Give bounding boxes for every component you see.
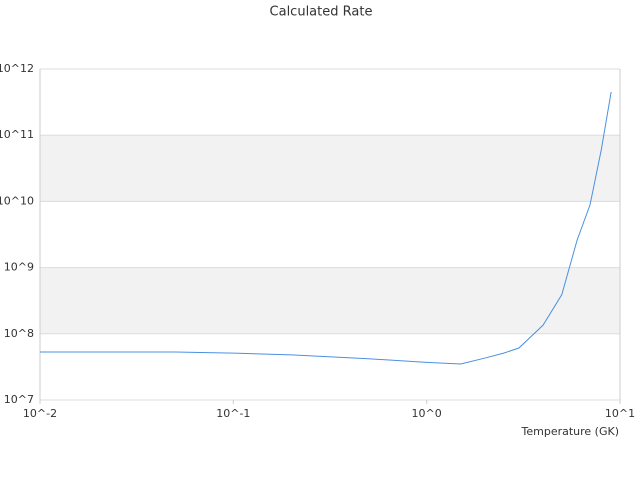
grid-band xyxy=(40,267,620,334)
y-tick-label: 10^7 xyxy=(4,393,34,406)
y-tick-label: 10^10 xyxy=(0,194,34,207)
y-tick-label: 10^11 xyxy=(0,128,34,141)
x-axis-label: Temperature (GK) xyxy=(521,425,620,438)
y-tick-label: 10^9 xyxy=(4,261,34,274)
x-tick-label: 10^-1 xyxy=(216,407,250,420)
y-tick-label: 10^8 xyxy=(4,327,34,340)
x-tick-label: 10^0 xyxy=(412,407,442,420)
y-tick-label: 10^12 xyxy=(0,62,34,75)
chart-title: Calculated Rate xyxy=(270,5,373,20)
grid-band xyxy=(40,135,620,202)
line xyxy=(40,91,612,365)
x-tick-label: 10^1 xyxy=(605,407,635,420)
x-tick-label: 10^-2 xyxy=(23,407,57,420)
